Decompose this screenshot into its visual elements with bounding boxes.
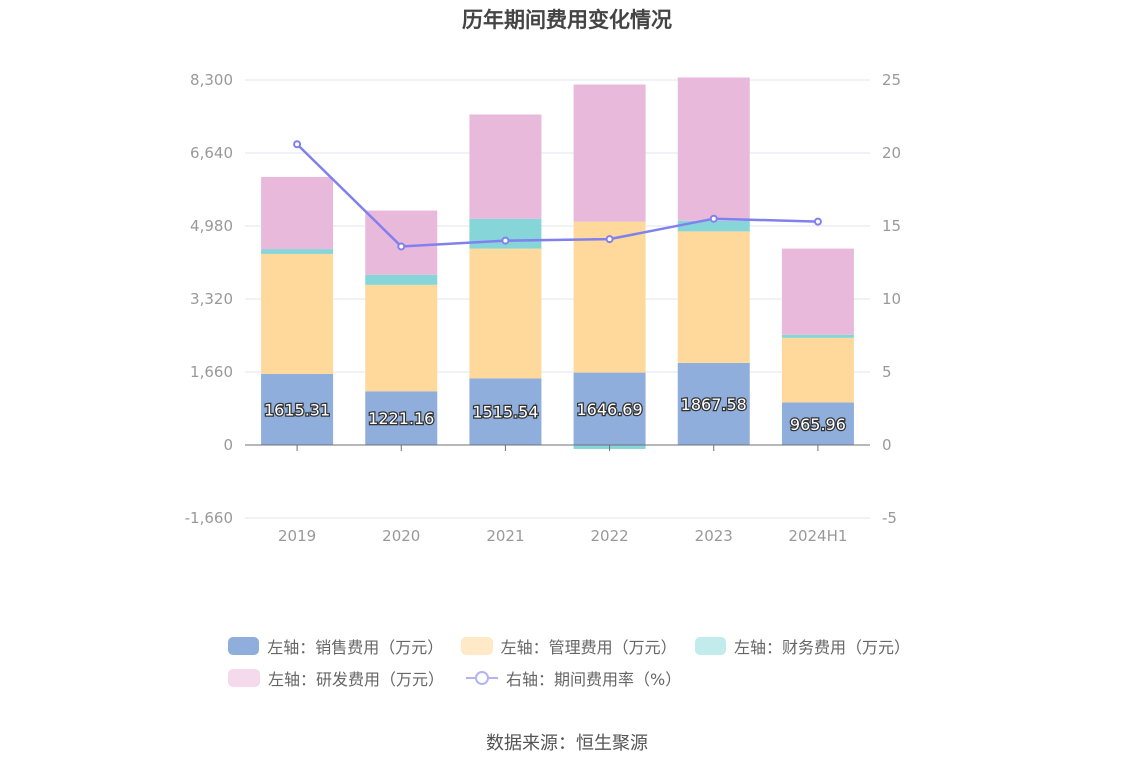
bar-segment-s2-1 <box>365 274 438 285</box>
x-tick-label: 2019 <box>278 527 316 545</box>
legend-item-sales[interactable]: 左轴：销售费用（万元） <box>228 634 444 658</box>
data-label: 1646.69 <box>576 400 642 419</box>
data-label: 1221.16 <box>368 409 434 428</box>
bar-segment-s1-0 <box>261 253 334 374</box>
y-left-tick-label: 3,320 <box>190 290 233 308</box>
legend-label-finance: 左轴：财务费用（万元） <box>733 638 910 657</box>
rate-point <box>397 242 406 251</box>
bar-segment-s2-5 <box>781 334 854 338</box>
bar-segment-s0-0 <box>261 373 334 445</box>
y-left-tick-label: -1,660 <box>185 509 233 527</box>
y-right-tick-label: 5 <box>882 363 892 381</box>
y-right-tick-label: 25 <box>882 71 901 89</box>
legend-item-rnd[interactable]: 左轴：研发费用（万元） <box>228 666 444 690</box>
data-label: 1867.58 <box>681 395 747 414</box>
y-right-tick-label: 20 <box>882 144 901 162</box>
x-tick-label: 2024H1 <box>788 527 847 545</box>
legend-item-rate[interactable]: 右轴：期间费用率（%） <box>466 666 681 690</box>
bar-segment-s3-3 <box>573 84 646 222</box>
legend-label-admin: 左轴：管理费用（万元） <box>500 638 677 657</box>
x-tick-label: 2022 <box>590 527 628 545</box>
x-tick-label: 2021 <box>486 527 524 545</box>
rate-point <box>709 214 718 223</box>
rate-point <box>501 236 510 245</box>
bar-segment-s3-4 <box>677 77 750 221</box>
data-label: 1515.54 <box>472 403 538 422</box>
bar-segment-s0-2 <box>469 378 542 445</box>
legend-swatch-admin <box>461 637 493 655</box>
y-left-tick-label: 4,980 <box>190 217 233 235</box>
legend-label-sales: 左轴：销售费用（万元） <box>267 638 444 657</box>
bar-segment-s3-0 <box>261 176 334 250</box>
legend-line-icon <box>466 669 499 687</box>
bar-segment-s1-4 <box>677 231 750 363</box>
bar-segment-s1-1 <box>365 284 438 392</box>
legend-label-rnd: 左轴：研发费用（万元） <box>268 670 445 689</box>
chart-title: 历年期间费用变化情况 <box>462 8 672 32</box>
bar-segment-s2-4 <box>677 220 750 232</box>
bar-segment-s0-3 <box>573 372 646 445</box>
y-left-tick-label: 6,640 <box>190 144 233 162</box>
y-right-tick-label: -5 <box>882 509 897 527</box>
legend-swatch-rnd <box>228 669 260 687</box>
y-right-tick-label: 0 <box>882 436 892 454</box>
rate-point <box>293 140 302 149</box>
bar-segment-s3-2 <box>469 114 542 219</box>
data-label: 965.96 <box>790 415 846 434</box>
legend: 左轴：销售费用（万元） 左轴：管理费用（万元） 左轴：财务费用（万元） 左轴：研… <box>228 630 928 694</box>
x-tick-label: 2023 <box>695 527 733 545</box>
legend-swatch-finance <box>694 637 726 655</box>
legend-item-finance[interactable]: 左轴：财务费用（万元） <box>694 634 910 658</box>
bar-segment-s1-5 <box>781 337 854 403</box>
y-right-tick-label: 10 <box>882 290 901 308</box>
y-left-tick-label: 8,300 <box>190 71 233 89</box>
legend-item-admin[interactable]: 左轴：管理费用（万元） <box>461 634 677 658</box>
bar-segment-s0-1 <box>365 391 438 445</box>
data-label: 1615.31 <box>264 400 330 419</box>
bar-segment-s1-2 <box>469 248 542 379</box>
y-left-tick-label: 1,660 <box>190 363 233 381</box>
bar-segment-s2-0 <box>261 249 334 254</box>
x-tick-label: 2020 <box>382 527 420 545</box>
rate-point <box>813 217 822 226</box>
bar-segment-s0-5 <box>781 402 854 445</box>
rate-point <box>605 235 614 244</box>
y-right-tick-label: 15 <box>882 217 901 235</box>
y-left-tick-label: 0 <box>223 436 233 454</box>
bar-segment-s0-4 <box>677 362 750 445</box>
rate-line <box>296 143 818 248</box>
data-source: 数据来源：恒生聚源 <box>486 733 648 754</box>
bar-segment-s1-3 <box>573 221 646 373</box>
bar-segment-s3-5 <box>781 248 854 335</box>
legend-swatch-sales <box>228 637 260 655</box>
legend-label-rate: 右轴：期间费用率（%） <box>506 670 682 689</box>
